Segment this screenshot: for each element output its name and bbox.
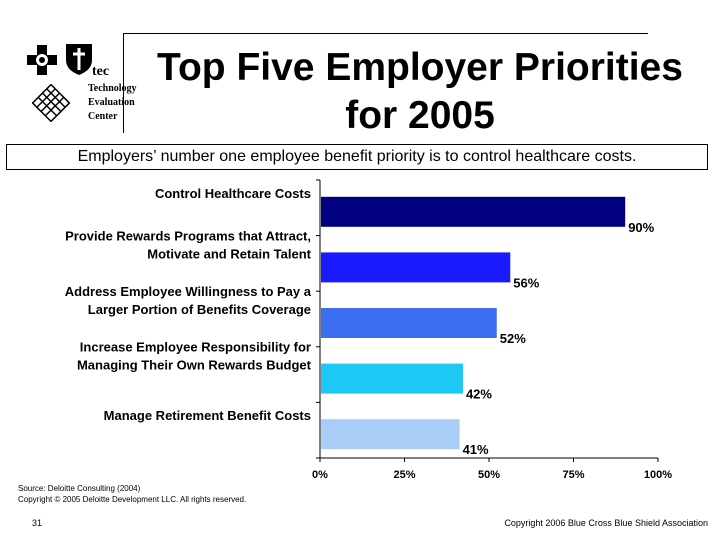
title-line-1: Top Five Employer Priorities xyxy=(157,46,683,89)
title-line-2: for 2005 xyxy=(345,94,495,137)
x-tick-label: 75% xyxy=(562,469,584,481)
x-tick-label: 0% xyxy=(312,469,328,481)
tec-word: Technology xyxy=(88,83,137,94)
data-label: 90% xyxy=(628,220,654,235)
x-tick-label: 100% xyxy=(644,469,672,481)
category-label: Larger Portion of Benefits Coverage xyxy=(88,302,311,317)
bar xyxy=(321,363,463,394)
tec-word: Center xyxy=(88,111,118,122)
data-label: 42% xyxy=(466,387,492,402)
category-label: Motivate and Retain Talent xyxy=(147,246,311,261)
category-label: Managing Their Own Rewards Budget xyxy=(77,358,312,373)
source-line-1: Source: Deloitte Consulting (2004) xyxy=(18,484,141,493)
blue-shield-logo-icon xyxy=(66,44,92,75)
page-number: 31 xyxy=(32,518,43,528)
category-label: Manage Retirement Benefit Costs xyxy=(104,408,311,423)
tec-words: Technology Evaluation Center xyxy=(88,82,137,124)
copyright-text: Copyright 2006 Blue Cross Blue Shield As… xyxy=(504,518,708,528)
category-label: Provide Rewards Programs that Attract, xyxy=(65,228,311,243)
x-tick-label: 25% xyxy=(393,469,415,481)
category-label: Address Employee Willingness to Pay a xyxy=(65,284,312,299)
data-label: 41% xyxy=(463,442,489,457)
logo-area: tec Technology Evaluation Center xyxy=(22,38,142,130)
bar xyxy=(321,419,460,450)
x-tick-label: 50% xyxy=(478,469,500,481)
tec-mark: tec xyxy=(92,64,110,79)
page-title: Top Five Employer Priorities for 2005 xyxy=(130,44,710,140)
bar xyxy=(321,252,511,283)
category-label: Control Healthcare Costs xyxy=(155,186,311,201)
category-label: Increase Employee Responsibility for xyxy=(80,340,311,355)
source-line-2: Copyright © 2005 Deloitte Development LL… xyxy=(18,495,247,504)
title-rule-left xyxy=(123,33,124,133)
tec-word: Evaluation xyxy=(88,97,135,108)
data-label: 56% xyxy=(513,275,539,290)
subtitle: Employers’ number one employee benefit p… xyxy=(6,144,708,170)
bar xyxy=(321,196,626,227)
source-note: Source: Deloitte Consulting (2004) Copyr… xyxy=(18,483,246,505)
data-label: 52% xyxy=(500,331,526,346)
blue-cross-logo-icon xyxy=(27,45,57,75)
title-rule-top xyxy=(123,33,648,34)
bar xyxy=(321,308,497,338)
tec-square-logo-icon xyxy=(32,84,70,122)
